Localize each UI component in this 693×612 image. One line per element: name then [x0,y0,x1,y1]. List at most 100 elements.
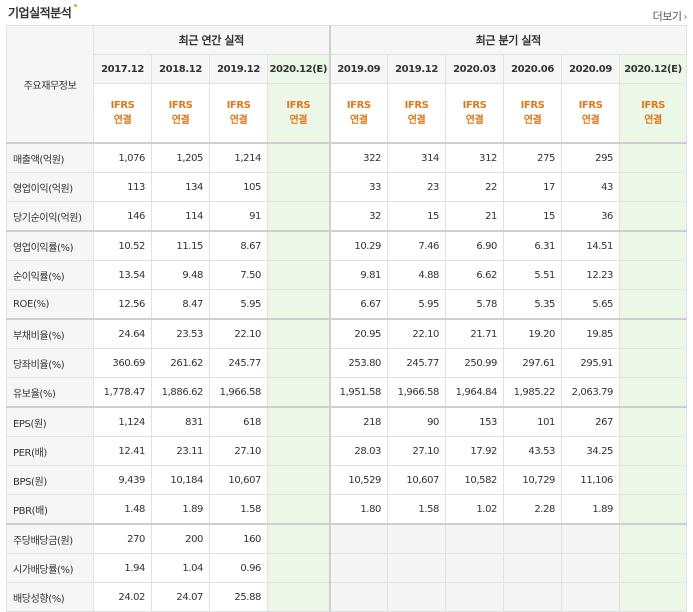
quarter-cell [503,523,562,554]
more-link[interactable]: 더보기 › [652,8,688,24]
annual-cell [267,142,330,173]
annual-cell: 12.41 [93,436,152,466]
annual-cell: 1.58 [209,494,268,525]
annual-cell: 1,124 [93,406,152,437]
table-row: BPS(원) 9,439 10,184 10,607 10,529 10,607 10,58… [6,465,688,495]
table-row: 당좌비율(%) 360.69 261.62 245.77 253.80 245.77 250… [6,348,688,378]
row-label: 당기순이익(억원) [6,201,94,232]
quarter-cell [618,230,688,261]
quarter-cell: 1,985.22 [503,377,562,408]
row-label: PBR(배) [6,494,94,525]
basis-header-annual-2: IFRS 연결 [209,83,268,144]
quarter-cell: 6.67 [328,289,388,320]
annual-cell: 360.69 [93,348,152,378]
row-label: EPS(원) [6,406,94,437]
quarter-cell: 9.81 [328,260,388,290]
quarter-cell: 19.85 [561,318,620,349]
annual-cell: 261.62 [151,348,210,378]
period-header-quarter-4: 2020.09 [561,54,620,84]
annual-cell: 146 [93,201,152,232]
basis-line2: 연결 [644,115,662,126]
row-label: 매출액(억원) [6,142,94,173]
quarter-cell: 314 [387,142,446,173]
table-row: 매출액(억원) 1,076 1,205 1,214 322 314 312 275 295 [6,142,688,173]
quarter-cell: 267 [561,406,620,437]
row-label: 영업이익률(%) [6,230,94,261]
annual-cell: 1,214 [209,142,268,173]
quarter-cell: 1.89 [561,494,620,525]
annual-cell: 25.88 [209,582,268,612]
annual-cell: 245.77 [209,348,268,378]
corner-header: 주요재무정보 [6,25,94,144]
quarter-cell: 4.88 [387,260,446,290]
annual-cell: 1,205 [151,142,210,173]
quarter-cell: 5.35 [503,289,562,320]
quarter-cell: 253.80 [328,348,388,378]
annual-cell: 10.52 [93,230,152,261]
basis-line1: IFRS [286,100,311,111]
quarter-cell: 1.80 [328,494,388,525]
table-row: ROE(%) 12.56 8.47 5.95 6.67 5.95 5.78 5.35 5.65 [6,289,688,320]
quarter-cell: 33 [328,172,388,202]
table-row: 영업이익(억원) 113 134 105 33 23 22 17 43 [6,172,688,202]
quarter-cell: 23 [387,172,446,202]
basis-line1: IFRS [110,100,135,111]
quarter-cell [387,553,446,583]
annual-cell [267,230,330,261]
table-row: EPS(원) 1,124 831 618 218 90 153 101 267 [6,406,688,437]
quarter-cell: 10,582 [445,465,504,495]
period-header-quarter-2: 2020.03 [445,54,504,84]
annual-cell: 10,184 [151,465,210,495]
quarter-cell: 32 [328,201,388,232]
row-label: 순이익률(%) [6,260,94,290]
annual-cell [267,348,330,378]
basis-header-annual-0: IFRS 연결 [93,83,152,144]
annual-cell: 24.07 [151,582,210,612]
quarter-cell: 101 [503,406,562,437]
annual-cell [267,523,330,554]
row-label: 시가배당률(%) [6,553,94,583]
row-label: 유보율(%) [6,377,94,408]
annual-cell: 105 [209,172,268,202]
quarter-cell: 1,951.58 [328,377,388,408]
quarter-group-header: 최근 분기 실적 [328,25,688,55]
quarter-cell: 2,063.79 [561,377,620,408]
quarter-cell [618,172,688,202]
section-title: 기업실적분석 [8,6,72,20]
quarter-cell: 218 [328,406,388,437]
annual-cell: 23.11 [151,436,210,466]
quarter-cell: 10,729 [503,465,562,495]
basis-line1: IFRS [462,100,487,111]
quarter-cell [503,553,562,583]
quarter-cell: 5.95 [387,289,446,320]
annual-cell: 27.10 [209,436,268,466]
row-label: 부채비율(%) [6,318,94,349]
quarter-cell: 15 [503,201,562,232]
annual-cell: 1.04 [151,553,210,583]
annual-cell: 13.54 [93,260,152,290]
basis-header-quarter-1: IFRS 연결 [387,83,446,144]
basis-line2: 연결 [465,115,484,126]
quarter-cell: 10,607 [387,465,446,495]
annual-cell: 1.94 [93,553,152,583]
quarter-cell [618,142,688,173]
quarter-cell: 19.20 [503,318,562,349]
annual-cell [267,172,330,202]
annual-cell: 9,439 [93,465,152,495]
quarter-cell: 36 [561,201,620,232]
basis-line2: 연결 [289,115,308,126]
row-label: 주당배당금(원) [6,523,94,554]
annual-cell: 1,966.58 [209,377,268,408]
quarter-cell [618,260,688,290]
basis-line2: 연결 [581,115,600,126]
annual-cell [267,318,330,349]
quarter-cell [561,553,620,583]
quarter-cell: 10.29 [328,230,388,261]
basis-header-annual-3: IFRS 연결 [267,83,330,144]
annual-cell: 23.53 [151,318,210,349]
basis-line1: IFRS [404,100,429,111]
more-label: 더보기 [652,10,682,23]
row-label: BPS(원) [6,465,94,495]
table-row: PER(배) 12.41 23.11 27.10 28.03 27.10 17.92 43.5… [6,436,688,466]
table-row: 유보율(%) 1,778.47 1,886.62 1,966.58 1,951.58 1,… [6,377,688,408]
